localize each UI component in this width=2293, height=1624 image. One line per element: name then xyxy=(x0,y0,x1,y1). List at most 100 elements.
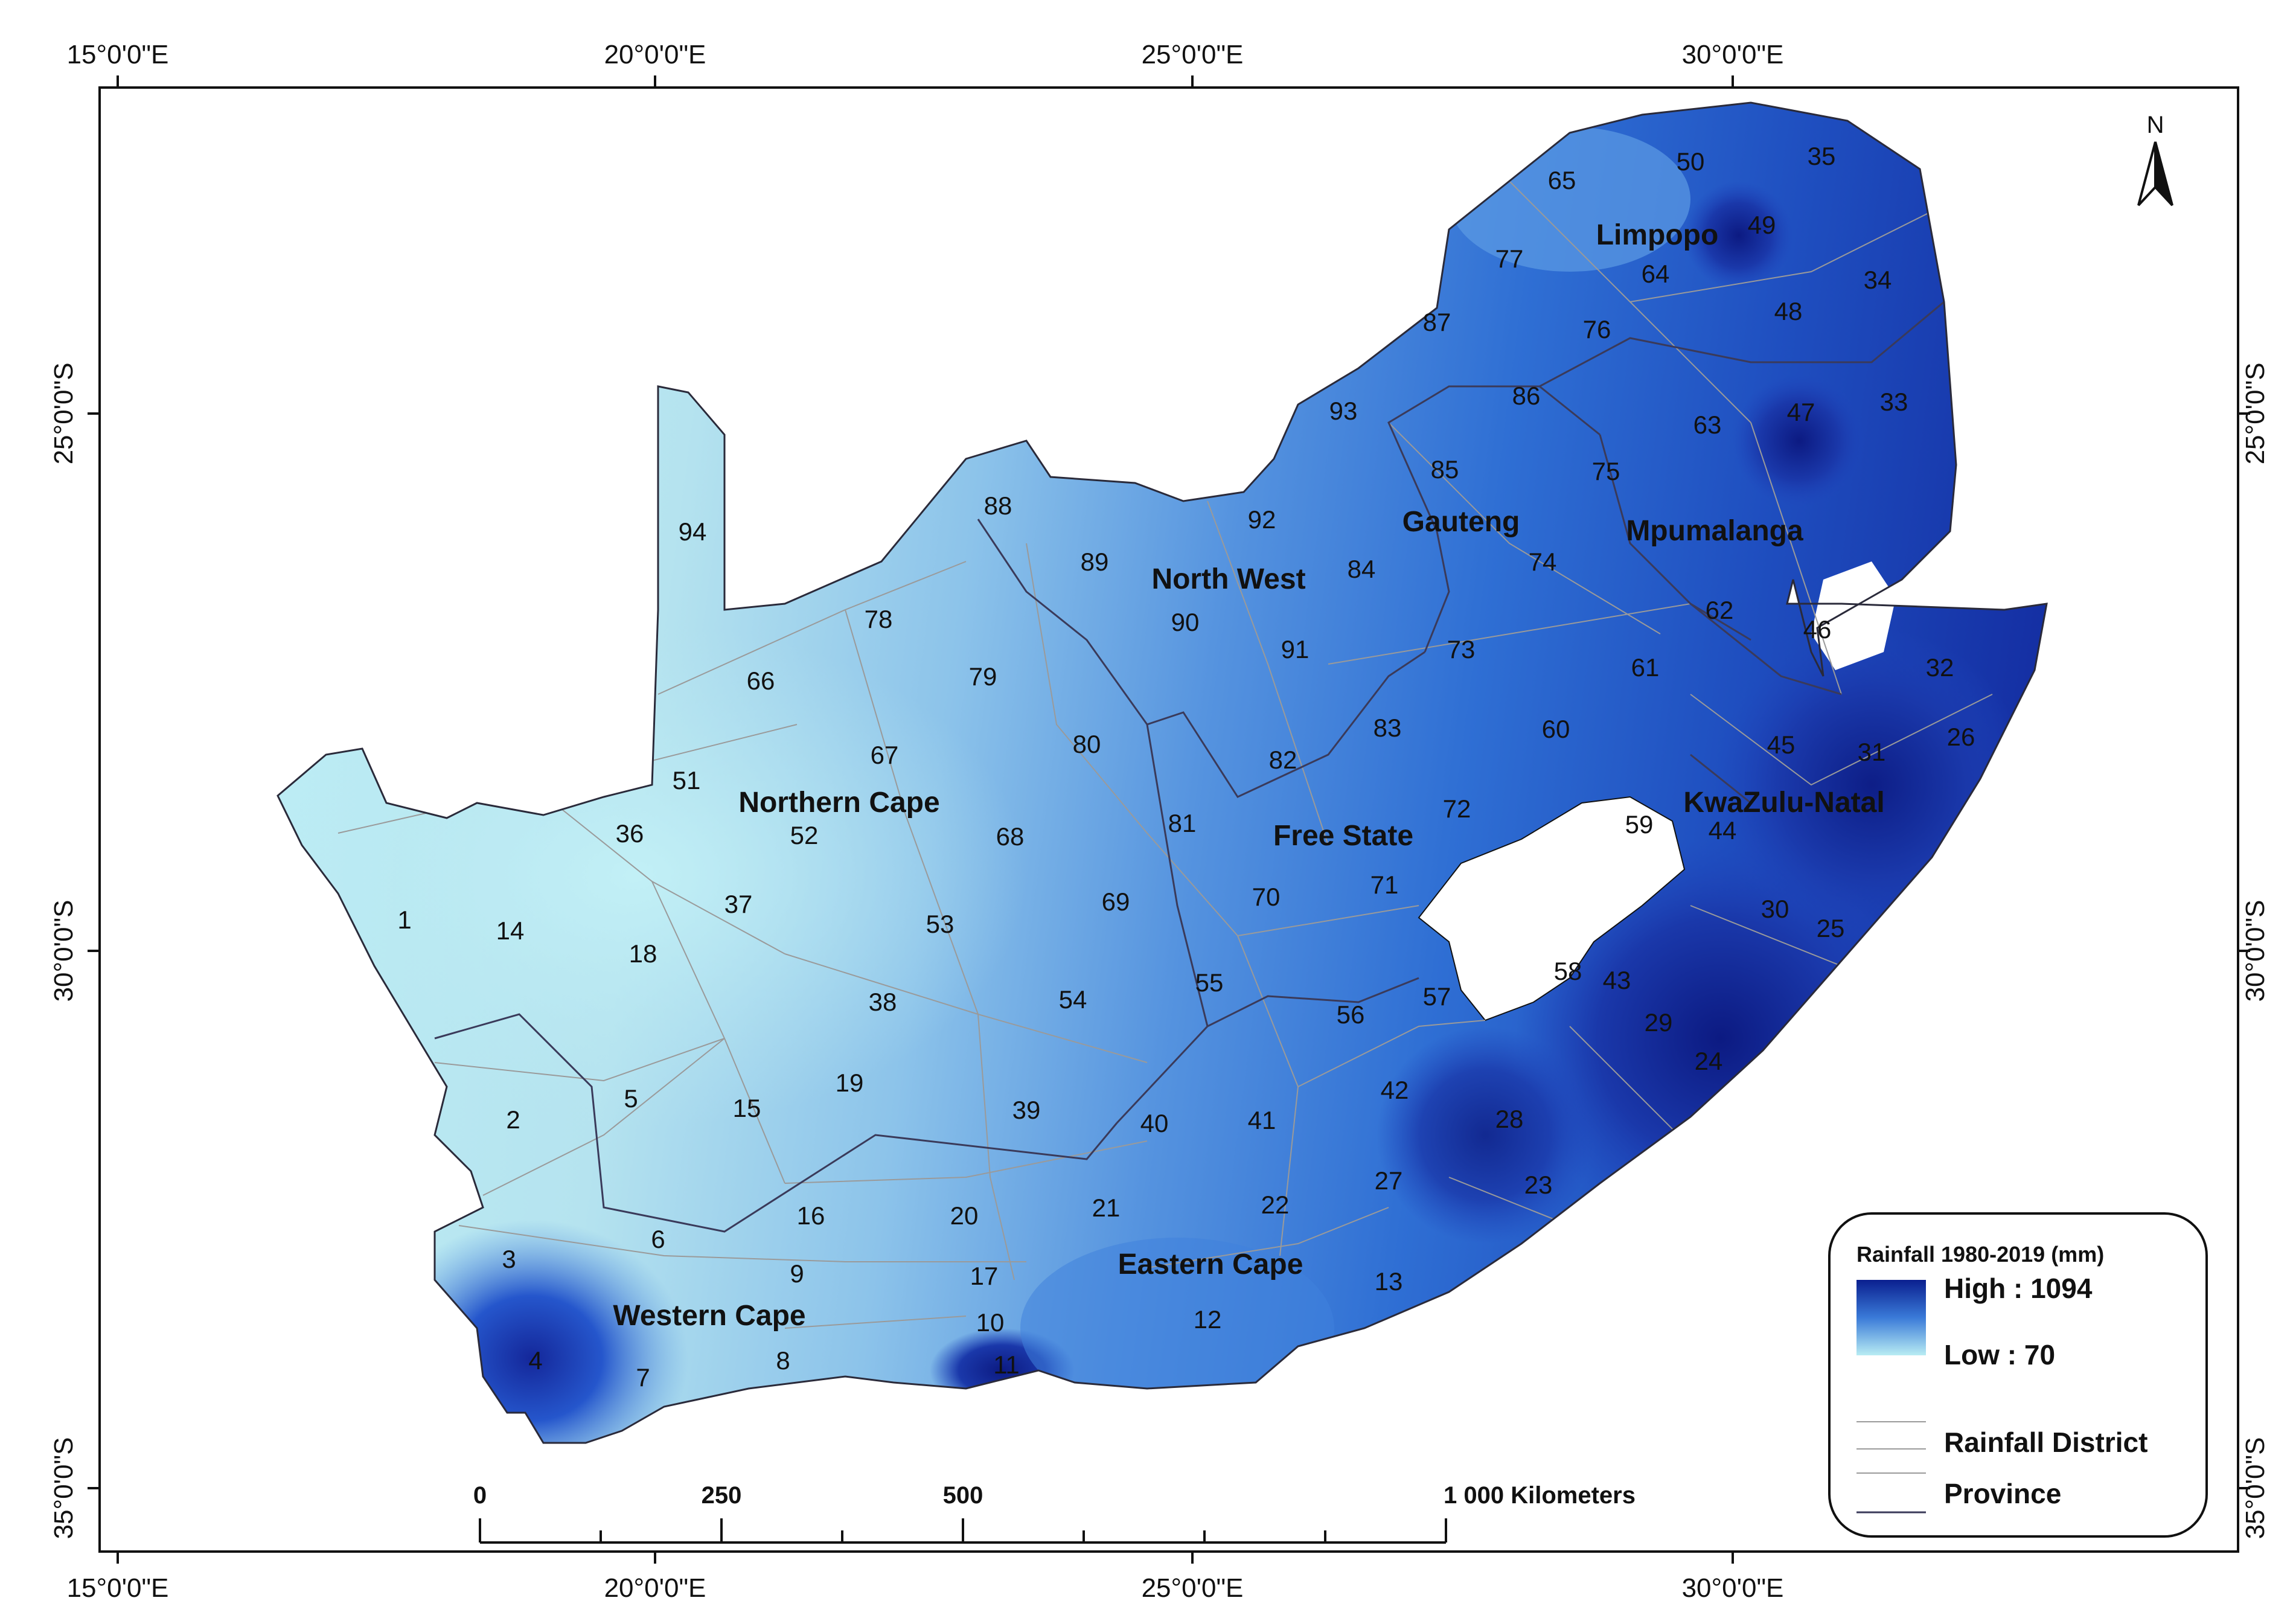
district-label: 49 xyxy=(1748,211,1776,239)
district-label: 60 xyxy=(1542,715,1570,743)
district-label: 28 xyxy=(1495,1105,1524,1133)
district-label: 58 xyxy=(1554,957,1582,985)
district-label: 93 xyxy=(1329,397,1358,425)
district-label: 10 xyxy=(976,1308,1005,1337)
district-label: 88 xyxy=(984,491,1012,520)
district-label: 94 xyxy=(679,517,707,546)
district-label: 41 xyxy=(1248,1106,1276,1134)
lon-label-top: 25°0'0"E xyxy=(1142,40,1244,69)
district-label: 70 xyxy=(1252,883,1281,911)
lat-label-right: 30°0'0"S xyxy=(2240,900,2270,1002)
district-label: 66 xyxy=(747,667,775,695)
lat-label-right: 25°0'0"S xyxy=(2240,363,2270,465)
district-label: 23 xyxy=(1524,1171,1553,1199)
district-label: 21 xyxy=(1092,1194,1121,1222)
district-label: 25 xyxy=(1817,914,1845,942)
district-label: 78 xyxy=(865,605,893,633)
lon-label-top: 30°0'0"E xyxy=(1682,40,1784,69)
north-arrow-icon xyxy=(2137,141,2157,206)
country-outline xyxy=(277,101,2048,1444)
scale-label: 500 xyxy=(943,1482,983,1509)
district-label: 65 xyxy=(1548,166,1576,194)
province-label: North West xyxy=(1151,563,1305,595)
district-label: 57 xyxy=(1423,982,1451,1011)
district-label: 74 xyxy=(1529,548,1557,576)
district-label: 18 xyxy=(629,939,657,968)
district-label: 39 xyxy=(1012,1096,1041,1124)
district-label: 48 xyxy=(1774,297,1803,325)
district-label: 72 xyxy=(1443,794,1471,823)
graticule-labels-top: 15°0'0"E 20°0'0"E 25°0'0"E 30°0'0"E xyxy=(67,40,1784,69)
district-label: 54 xyxy=(1059,985,1087,1014)
district-label: 79 xyxy=(969,662,997,691)
district-label: 64 xyxy=(1642,260,1670,288)
district-label: 31 xyxy=(1858,738,1886,766)
district-label: 52 xyxy=(790,821,819,849)
lon-label-bottom: 20°0'0"E xyxy=(604,1573,706,1603)
district-label: 89 xyxy=(1081,548,1109,576)
district-label: 44 xyxy=(1709,816,1737,845)
province-labels: Limpopo Gauteng Mpumalanga North West Northe… xyxy=(613,219,1884,1332)
province-label: Northern Cape xyxy=(738,787,939,819)
legend-province-label: Province xyxy=(1944,1478,2061,1509)
lon-label-top: 15°0'0"E xyxy=(67,40,169,69)
lon-label-bottom: 15°0'0"E xyxy=(67,1573,169,1603)
district-label: 61 xyxy=(1631,653,1660,682)
district-label: 34 xyxy=(1864,266,1892,294)
graticule-labels-right: 25°0'0"S 30°0'0"S 35°0'0"S xyxy=(2240,363,2270,1539)
district-label: 9 xyxy=(790,1259,804,1288)
north-arrow: N xyxy=(2137,112,2173,206)
district-label: 40 xyxy=(1140,1109,1169,1137)
legend-title: Rainfall 1980-2019 (mm) xyxy=(1856,1242,2104,1267)
district-label: 36 xyxy=(616,819,644,848)
district-label: 7 xyxy=(636,1363,650,1392)
district-label: 85 xyxy=(1431,455,1459,484)
lat-label-left: 30°0'0"S xyxy=(49,900,78,1002)
scale-bar: 0 250 500 1 000 Kilometers xyxy=(473,1482,1636,1544)
district-label: 73 xyxy=(1447,635,1476,663)
district-label: 3 xyxy=(502,1245,516,1273)
lat-label-right: 35°0'0"S xyxy=(2240,1437,2270,1539)
district-label: 6 xyxy=(651,1225,665,1253)
district-label: 22 xyxy=(1261,1191,1290,1219)
graticule-labels-bottom: 15°0'0"E 20°0'0"E 25°0'0"E 30°0'0"E xyxy=(67,1573,1784,1603)
district-label: 45 xyxy=(1767,730,1796,759)
district-label: 2 xyxy=(506,1105,520,1134)
district-label: 14 xyxy=(496,916,525,945)
north-arrow-label: N xyxy=(2147,112,2164,138)
lat-label-left: 35°0'0"S xyxy=(49,1437,78,1539)
graticule-labels-left: 25°0'0"S 30°0'0"S 35°0'0"S xyxy=(49,363,78,1539)
province-label: KwaZulu-Natal xyxy=(1683,787,1884,819)
province-label: Mpumalanga xyxy=(1626,515,1803,547)
legend-high-label: High : 1094 xyxy=(1944,1273,2093,1304)
district-label: 8 xyxy=(776,1346,790,1375)
district-label: 59 xyxy=(1625,810,1654,839)
district-label: 51 xyxy=(673,766,701,794)
lon-label-bottom: 25°0'0"E xyxy=(1142,1573,1244,1603)
province-label: Western Cape xyxy=(613,1300,805,1332)
province-label: Gauteng xyxy=(1402,506,1520,538)
district-label: 69 xyxy=(1102,887,1130,916)
legend-color-ramp xyxy=(1856,1280,1926,1355)
district-label: 32 xyxy=(1926,653,1954,682)
province-label: Limpopo xyxy=(1596,219,1719,251)
district-label: 37 xyxy=(724,890,753,918)
legend: Rainfall 1980-2019 (mm) High : 1094 Low … xyxy=(1828,1212,2208,1538)
graticule-ticks xyxy=(88,75,2250,1564)
scale-label: 1 000 Kilometers xyxy=(1444,1482,1636,1509)
map-frame xyxy=(98,86,2239,1553)
district-label: 47 xyxy=(1787,398,1815,426)
district-label: 55 xyxy=(1195,968,1224,997)
district-label: 38 xyxy=(869,988,897,1016)
lesotho xyxy=(1418,796,1686,1021)
district-label: 81 xyxy=(1168,809,1197,837)
district-label: 77 xyxy=(1495,245,1524,273)
eswatini xyxy=(1811,561,1896,670)
district-label: 30 xyxy=(1761,895,1789,923)
district-label: 62 xyxy=(1706,596,1734,624)
lon-label-top: 20°0'0"E xyxy=(604,40,706,69)
district-label: 71 xyxy=(1370,871,1399,899)
district-label: 63 xyxy=(1693,411,1722,439)
